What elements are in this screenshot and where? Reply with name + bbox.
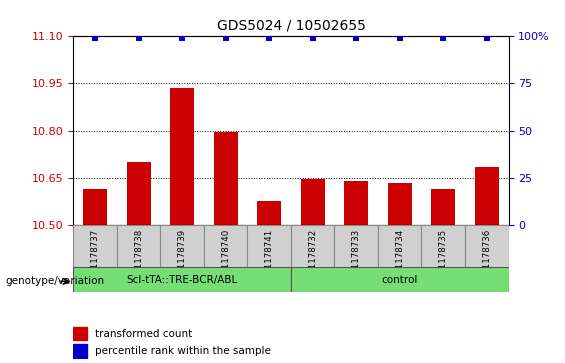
FancyBboxPatch shape <box>247 225 291 267</box>
Bar <box>301 179 325 225</box>
Point <box>351 35 361 41</box>
Bar <box>83 189 107 225</box>
FancyBboxPatch shape <box>378 225 421 267</box>
Text: GSM1178738: GSM1178738 <box>134 229 143 287</box>
Text: GSM1178735: GSM1178735 <box>439 229 447 287</box>
Text: GSM1178739: GSM1178739 <box>178 229 186 287</box>
Text: GSM1178733: GSM1178733 <box>352 229 360 287</box>
FancyBboxPatch shape <box>204 225 247 267</box>
FancyBboxPatch shape <box>73 225 117 267</box>
FancyBboxPatch shape <box>334 225 378 267</box>
Bar <box>344 181 368 225</box>
Bar <box>127 162 151 225</box>
Text: GSM1178741: GSM1178741 <box>265 229 273 287</box>
FancyBboxPatch shape <box>73 267 291 292</box>
Text: genotype/variation: genotype/variation <box>6 276 105 286</box>
Text: control: control <box>381 274 418 285</box>
FancyBboxPatch shape <box>160 225 204 267</box>
Point <box>90 35 100 41</box>
Point <box>438 35 447 41</box>
Text: transformed count: transformed count <box>95 329 193 339</box>
Point <box>483 35 492 41</box>
Point <box>134 35 144 41</box>
FancyBboxPatch shape <box>421 225 465 267</box>
Text: GSM1178737: GSM1178737 <box>91 229 99 287</box>
Text: GSM1178740: GSM1178740 <box>221 229 230 287</box>
FancyBboxPatch shape <box>465 225 508 267</box>
Bar <box>388 183 412 225</box>
Bar <box>475 167 499 225</box>
Bar <box>431 189 455 225</box>
Point <box>221 35 231 41</box>
Point <box>264 35 274 41</box>
Point <box>177 35 186 41</box>
Point <box>396 35 405 41</box>
Title: GDS5024 / 10502655: GDS5024 / 10502655 <box>216 19 366 32</box>
Text: GSM1178736: GSM1178736 <box>483 229 491 287</box>
Text: GSM1178734: GSM1178734 <box>396 229 404 287</box>
FancyBboxPatch shape <box>117 225 160 267</box>
Text: percentile rank within the sample: percentile rank within the sample <box>95 346 271 356</box>
Bar <box>214 132 238 225</box>
FancyBboxPatch shape <box>291 225 334 267</box>
FancyBboxPatch shape <box>291 267 508 292</box>
Point <box>308 35 318 41</box>
Bar <box>73 327 86 340</box>
Text: GSM1178732: GSM1178732 <box>308 229 317 287</box>
Text: Scl-tTA::TRE-BCR/ABL: Scl-tTA::TRE-BCR/ABL <box>127 274 238 285</box>
Bar <box>73 344 86 358</box>
Bar <box>170 88 194 225</box>
Bar <box>257 201 281 225</box>
